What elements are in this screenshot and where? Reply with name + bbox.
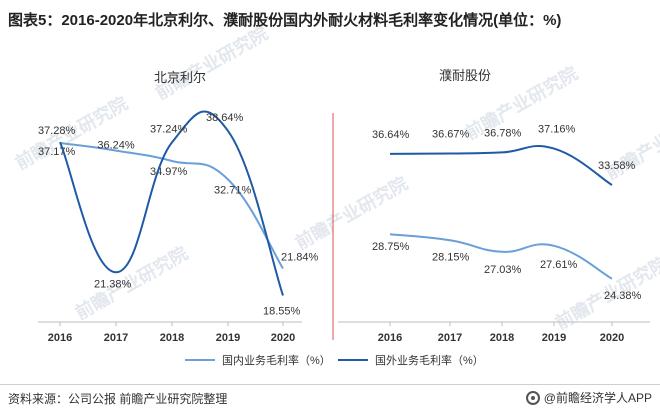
x-tick-label: 2018 (160, 332, 184, 344)
data-label: 28.75% (372, 241, 410, 253)
brand-credit: @前瞻经济学人APP (525, 389, 652, 406)
data-label: 21.84% (281, 252, 319, 264)
brand-logo-icon (525, 390, 540, 405)
series-line (59, 142, 284, 270)
data-label: 27.61% (540, 259, 578, 271)
data-label: 18.55% (263, 306, 301, 318)
data-label: 37.24% (150, 123, 188, 135)
legend-label-domestic: 国内业务毛利率（%） (222, 353, 331, 367)
source-note: 资料来源：公司公报 前瞻产业研究院整理 (8, 392, 228, 406)
series-line (59, 110, 284, 296)
x-tick-label: 2019 (216, 332, 240, 344)
x-tick-label: 2020 (600, 332, 624, 344)
brand-text: @前瞻经济学人APP (543, 391, 652, 405)
data-label: 36.67% (432, 129, 470, 141)
data-label: 37.16% (538, 124, 576, 136)
series-line (389, 145, 613, 186)
data-label: 36.78% (484, 127, 522, 139)
x-tick-label: 2019 (542, 332, 566, 344)
bottom-divider (0, 384, 660, 385)
x-tick-label: 2018 (490, 332, 514, 344)
data-label: 36.24% (97, 140, 135, 152)
series-line (389, 233, 613, 280)
data-label: 33.58% (598, 160, 636, 172)
chart-title: 图表5：2016-2020年北京利尔、濮耐股份国内外耐火材料毛利率变化情况(单位… (8, 12, 562, 29)
watermark-text: 前瞻产业研究院 (152, 22, 272, 103)
data-label: 21.38% (94, 278, 132, 290)
x-tick-label: 2020 (271, 332, 295, 344)
x-tick-label: 2016 (378, 332, 402, 344)
data-label: 27.03% (484, 264, 522, 276)
data-label: 37.28% (38, 125, 76, 137)
data-label: 36.64% (372, 129, 410, 141)
data-label: 38.64% (206, 112, 244, 124)
panel-title: 北京利尔 (154, 70, 206, 85)
data-label: 28.15% (432, 251, 470, 263)
legend-label-foreign: 国外业务毛利率（%） (375, 353, 484, 367)
data-label: 32.71% (214, 185, 252, 197)
x-tick-label: 2017 (438, 332, 462, 344)
x-tick-label: 2016 (48, 332, 72, 344)
data-label: 24.38% (604, 290, 642, 302)
data-label: 37.17% (38, 146, 76, 158)
x-tick-label: 2017 (104, 332, 128, 344)
panel-title: 濮耐股份 (439, 68, 491, 83)
